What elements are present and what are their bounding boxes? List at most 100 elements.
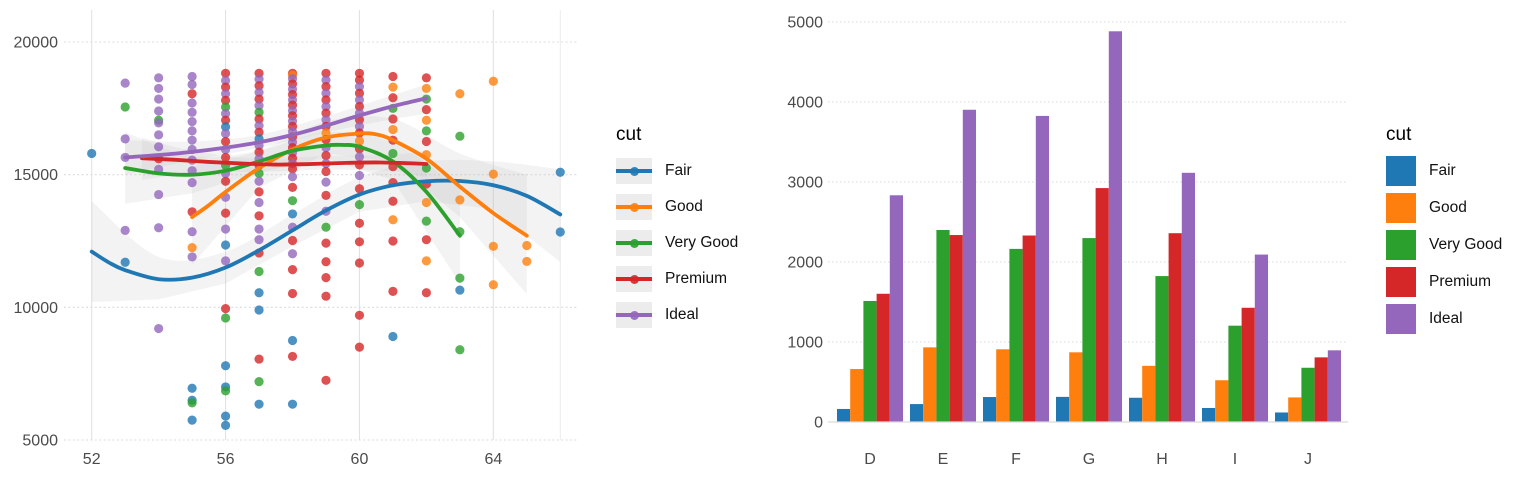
- point-ideal: [187, 98, 197, 108]
- x-tick-label: I: [1233, 451, 1237, 468]
- point-premium: [220, 208, 231, 218]
- legend-item-good: Good: [1386, 193, 1467, 223]
- legend-item-ideal: Ideal: [1386, 304, 1463, 334]
- bar-I-very-good: [1228, 325, 1242, 422]
- point-ideal: [321, 88, 331, 98]
- point-good: [522, 240, 532, 251]
- point-ideal: [254, 197, 264, 208]
- bar-D-good: [850, 369, 864, 422]
- legend-key-swatch: [1386, 193, 1416, 223]
- point-premium: [220, 68, 231, 78]
- point-premium: [287, 265, 298, 275]
- point-ideal: [220, 109, 231, 119]
- point-ideal: [154, 223, 164, 233]
- scatter-axis-labels: 5000 10000 15000 20000 52 56 60 64: [14, 35, 503, 469]
- legend-point: [629, 166, 639, 176]
- point-good: [421, 83, 431, 94]
- smooth-lines: [89, 96, 563, 282]
- point-ideal: [354, 81, 365, 92]
- point-fair: [220, 240, 231, 250]
- point-very-good: [455, 273, 465, 283]
- legend-key-swatch: [1386, 156, 1416, 186]
- bar-J-premium: [1314, 357, 1328, 422]
- point-premium: [321, 273, 331, 283]
- point-premium: [388, 71, 398, 82]
- y-tick-label: 3000: [787, 175, 823, 192]
- legend-item-fair: Fair: [1386, 156, 1456, 186]
- legend-label: Fair: [665, 162, 692, 179]
- point-ideal: [187, 107, 197, 117]
- point-ideal: [254, 101, 264, 111]
- point-premium: [354, 68, 365, 78]
- point-ideal: [154, 189, 164, 200]
- bar-H-good: [1142, 365, 1156, 422]
- point-fair: [254, 288, 264, 298]
- point-ideal: [154, 118, 164, 128]
- bar-H-fair: [1129, 397, 1143, 422]
- x-tick-label: 60: [351, 451, 369, 468]
- point-good: [455, 89, 465, 99]
- legend-key-swatch: [1386, 304, 1416, 334]
- point-fair: [220, 411, 231, 421]
- point-premium: [220, 152, 231, 163]
- point-premium: [220, 136, 231, 147]
- point-fair: [555, 227, 565, 237]
- point-premium: [287, 351, 298, 362]
- bar-F-ideal: [1035, 115, 1049, 423]
- point-premium: [321, 150, 331, 161]
- ribbon-premium: [141, 137, 427, 180]
- bar-E-fair: [910, 404, 924, 422]
- ribbon-fair: [91, 159, 561, 303]
- bar-F-fair: [983, 397, 997, 422]
- x-tick-label: G: [1083, 451, 1095, 468]
- point-premium: [187, 89, 197, 99]
- point-ideal: [154, 130, 164, 140]
- point-ideal: [220, 89, 231, 99]
- point-ideal: [354, 121, 365, 131]
- point-ideal: [254, 176, 264, 186]
- x-tick-label: J: [1304, 451, 1312, 468]
- bar-G-good: [1069, 352, 1083, 422]
- point-very-good: [388, 148, 398, 159]
- point-very-good: [220, 386, 231, 396]
- point-fair: [187, 415, 197, 425]
- legend-label: Ideal: [665, 306, 699, 323]
- point-ideal: [321, 115, 331, 125]
- legend-label: Very Good: [665, 234, 739, 251]
- bar-D-premium: [876, 293, 890, 422]
- point-ideal: [220, 128, 231, 139]
- bar-J-good: [1288, 397, 1302, 422]
- legend-label: Premium: [665, 270, 728, 287]
- x-tick-label: D: [864, 451, 876, 468]
- bar-F-good: [996, 349, 1010, 422]
- x-tick-label: 56: [217, 451, 235, 468]
- bar-D-fair: [837, 408, 851, 422]
- legend-item-very-good: Very Good: [1386, 230, 1502, 260]
- point-ideal: [187, 252, 197, 262]
- smooth-line-premium: [140, 156, 429, 167]
- point-fair: [555, 167, 565, 177]
- point-very-good: [455, 131, 465, 141]
- bar-I-premium: [1241, 307, 1255, 422]
- point-premium: [287, 164, 298, 174]
- point-premium: [354, 310, 365, 320]
- bar-J-very-good: [1301, 367, 1315, 422]
- point-premium: [321, 375, 331, 385]
- bar-J-fair: [1275, 412, 1289, 422]
- point-ideal: [187, 79, 197, 90]
- legend-key-line-point: [616, 302, 652, 328]
- bar-D-very-good: [863, 300, 877, 422]
- point-good: [388, 82, 398, 92]
- point-premium: [421, 136, 431, 147]
- bar-E-very-good: [936, 230, 950, 422]
- point-premium: [220, 304, 231, 314]
- point-premium: [220, 82, 231, 92]
- point-good: [455, 195, 465, 205]
- point-very-good: [220, 102, 231, 112]
- point-ideal: [154, 142, 164, 152]
- bar-H-ideal: [1181, 172, 1195, 422]
- point-fair: [254, 305, 264, 315]
- point-premium: [254, 94, 264, 104]
- legend-item-ideal: Ideal: [616, 302, 699, 328]
- legend-label: Good: [665, 198, 703, 215]
